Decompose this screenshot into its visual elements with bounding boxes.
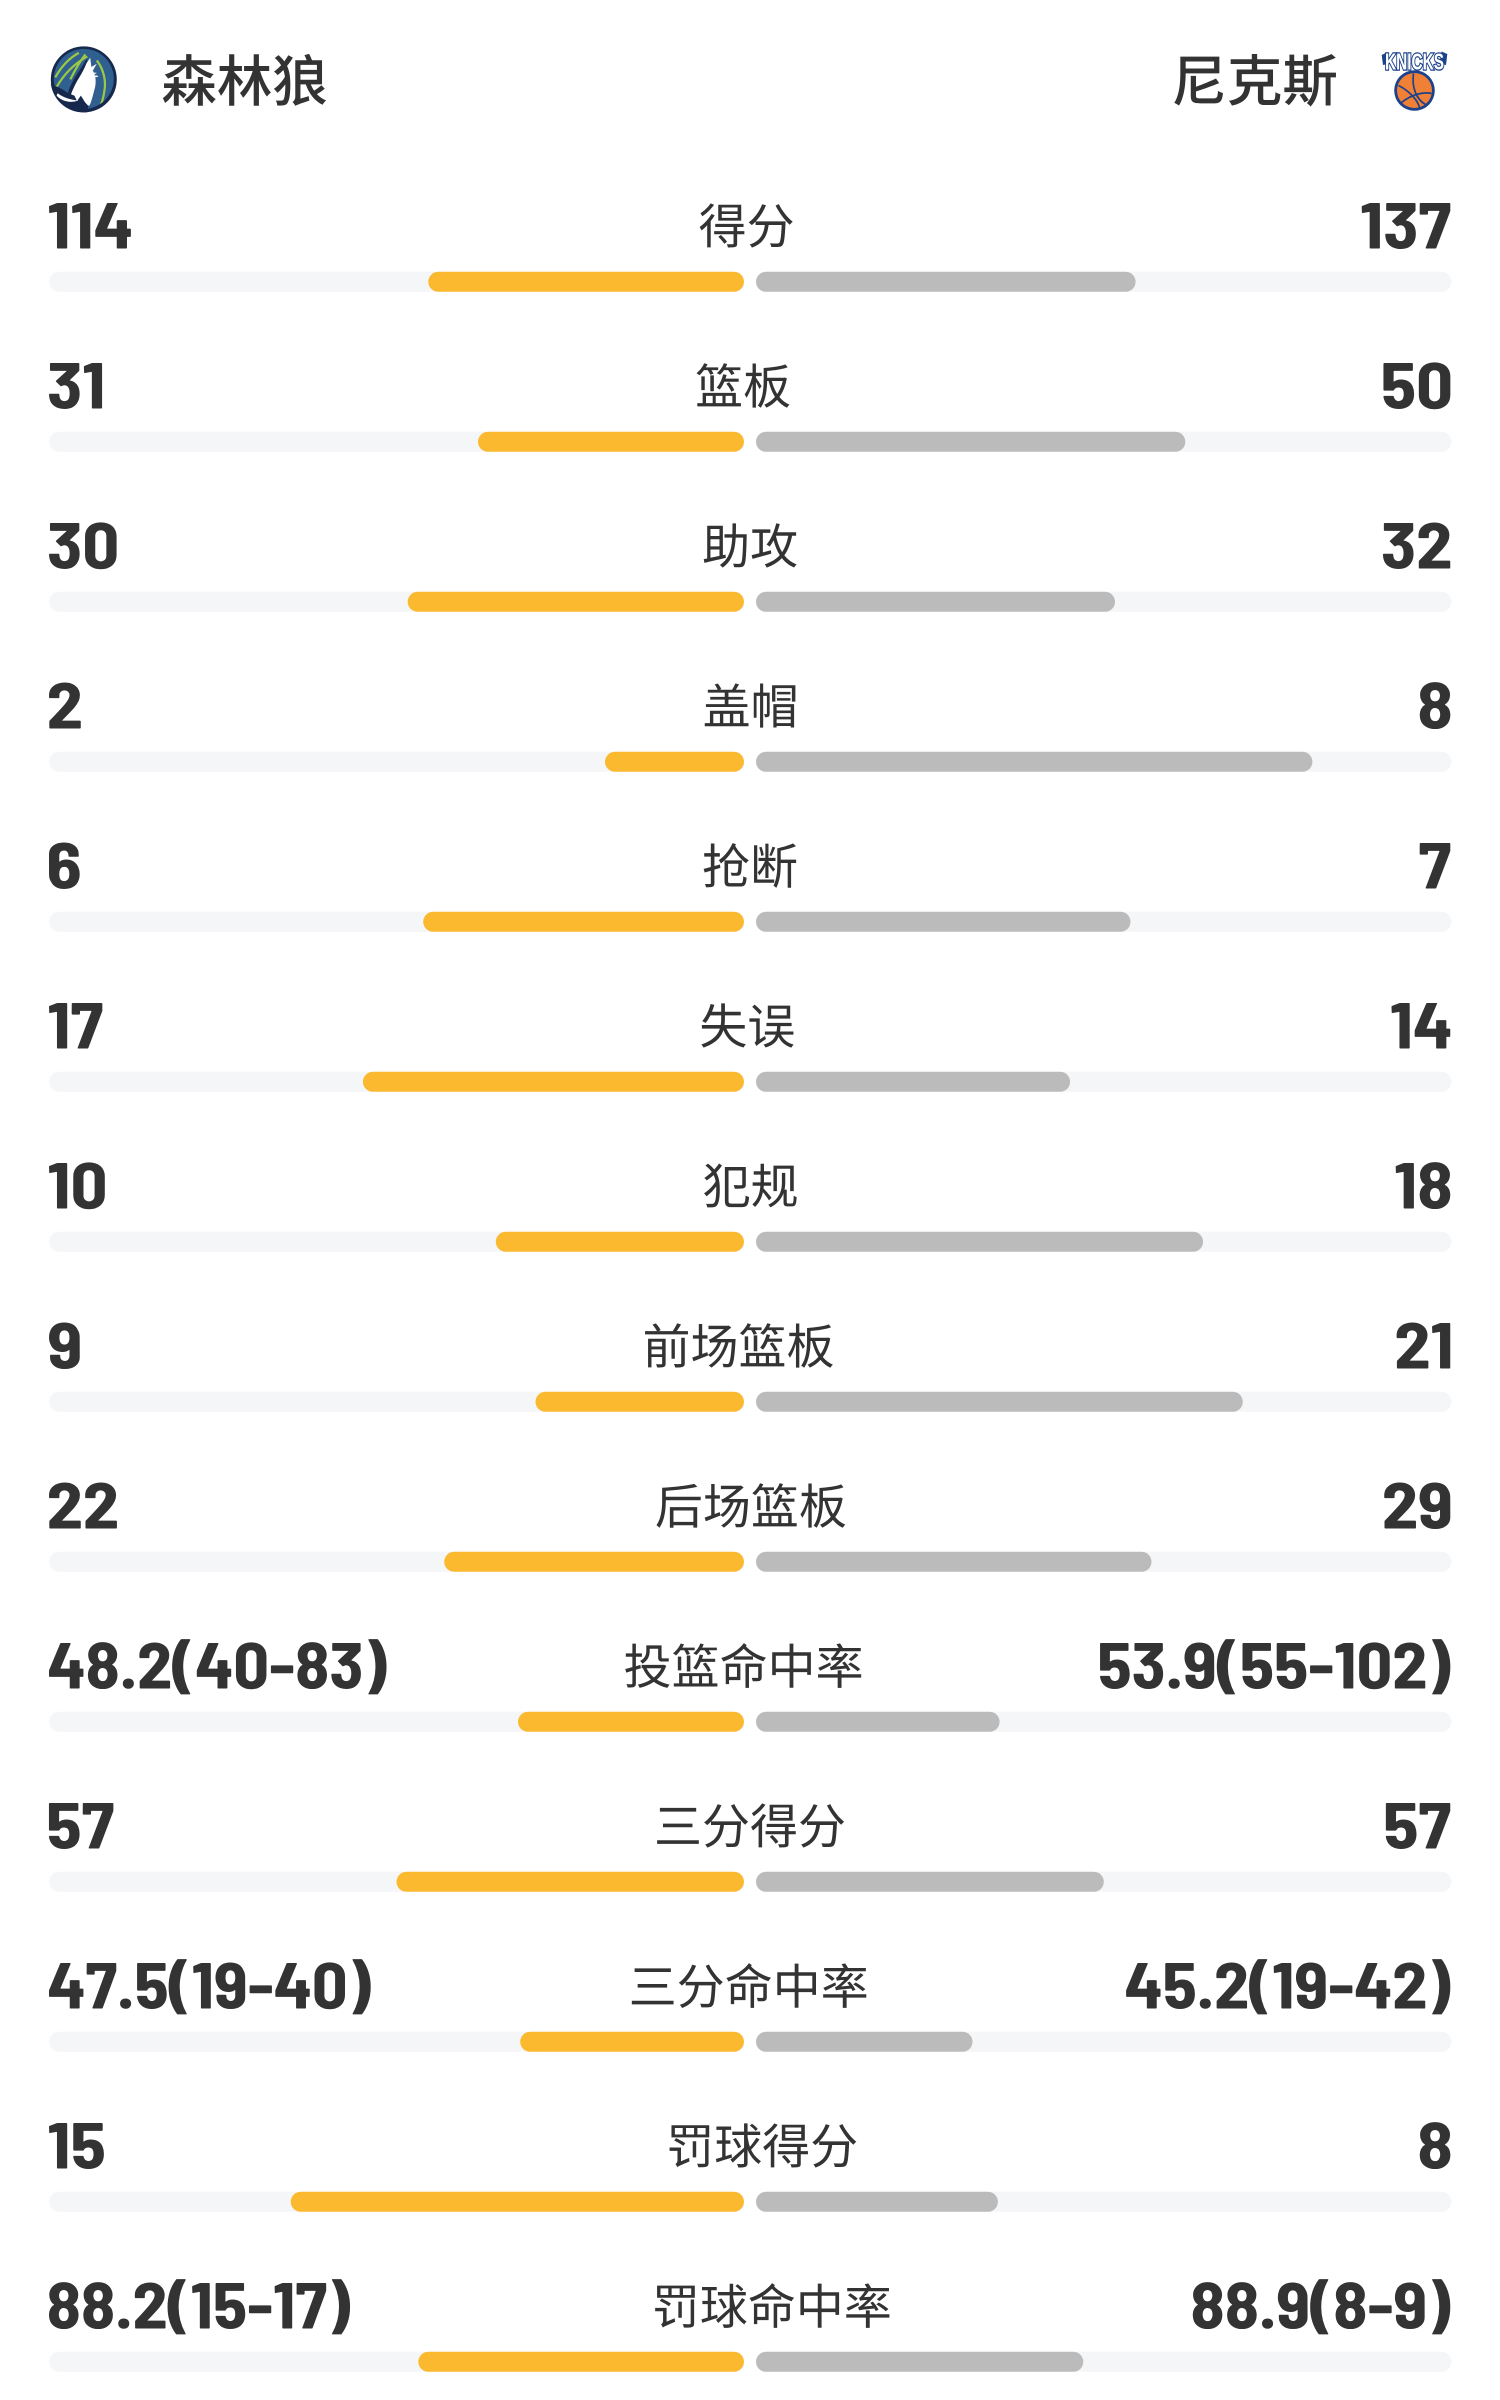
svg-text:KNICKS: KNICKS [1385,49,1444,75]
svg-text:KNICKS: KNICKS [1385,49,1444,75]
